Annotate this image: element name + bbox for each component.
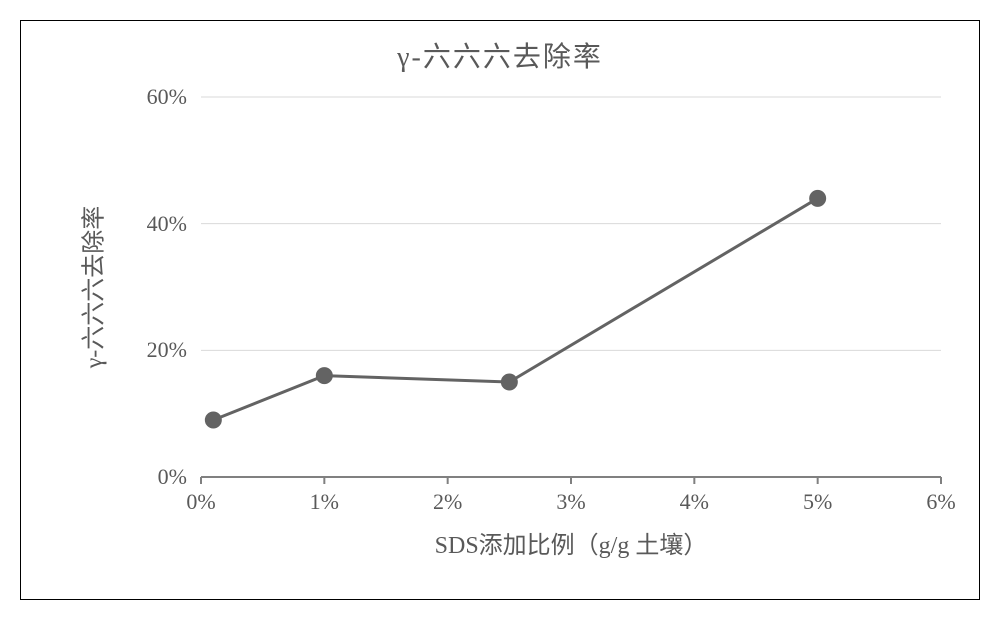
y-tick-label: 20% bbox=[147, 337, 187, 363]
data-point bbox=[810, 190, 826, 206]
x-tick-label: 4% bbox=[680, 489, 709, 515]
x-tick-label: 6% bbox=[926, 489, 955, 515]
x-tick-label: 0% bbox=[186, 489, 215, 515]
chart-title: γ-六六六去除率 bbox=[21, 35, 979, 75]
chart-outer-frame: γ-六六六去除率 0%20%40%60%0%1%2%3%4%5%6% γ-六六六… bbox=[20, 20, 980, 600]
x-tick-label: 1% bbox=[310, 489, 339, 515]
y-tick-label: 0% bbox=[158, 464, 187, 490]
data-point bbox=[501, 374, 517, 390]
y-tick-label: 60% bbox=[147, 84, 187, 110]
y-axis-label: γ-六六六去除率 bbox=[74, 206, 109, 369]
x-axis-label: SDS添加比例（g/g 土壤） bbox=[435, 525, 708, 560]
data-point bbox=[316, 368, 332, 384]
y-tick-label: 40% bbox=[147, 211, 187, 237]
chart-svg bbox=[201, 97, 941, 486]
data-point bbox=[205, 412, 221, 428]
x-tick-label: 2% bbox=[433, 489, 462, 515]
x-tick-label: 5% bbox=[803, 489, 832, 515]
plot-area: 0%20%40%60%0%1%2%3%4%5%6% bbox=[201, 97, 941, 477]
x-tick-label: 3% bbox=[556, 489, 585, 515]
